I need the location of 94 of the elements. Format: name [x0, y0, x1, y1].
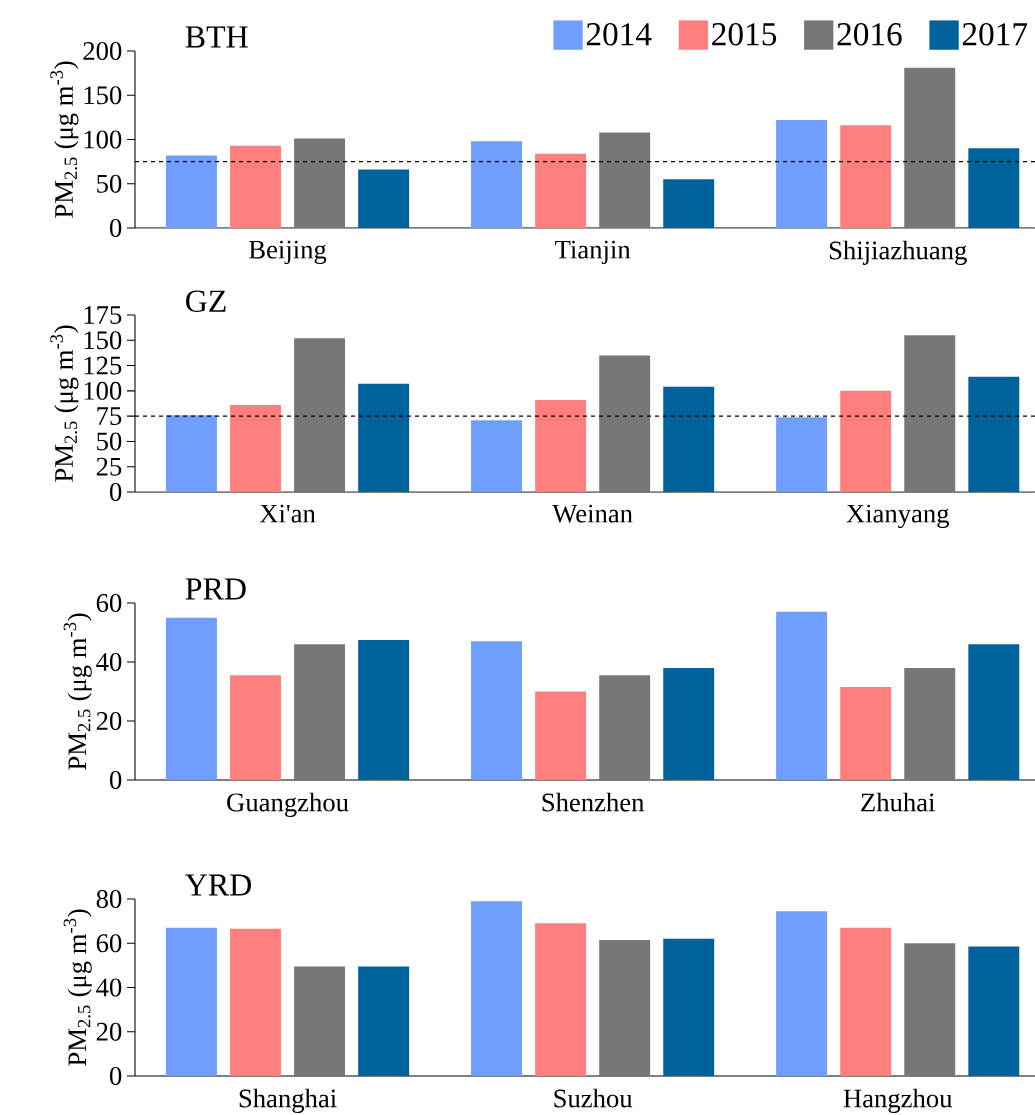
y-tick-label: 50 [97, 432, 122, 451]
bar [776, 417, 828, 492]
chart-title: BTH [185, 26, 248, 48]
bar [294, 644, 346, 780]
bar [663, 667, 715, 780]
bar [968, 644, 1020, 780]
bar [230, 675, 281, 780]
x-tick-label: Shijiazhuang [829, 240, 967, 265]
x-tick-label: Tianjin [555, 240, 631, 265]
bar [535, 923, 587, 1076]
y-tick-label: 175 [84, 306, 122, 324]
bar [968, 376, 1020, 492]
bar [535, 153, 587, 228]
bar [358, 383, 410, 492]
y-tick-label: 0 [109, 771, 122, 789]
y-tick-label: 0 [109, 483, 122, 501]
legend-label: 2016 [837, 23, 902, 46]
y-tick-label: 125 [84, 356, 122, 375]
y-tick-label: 100 [84, 381, 122, 400]
y-tick-label: 75 [97, 407, 122, 425]
legend-label: 2017 [962, 23, 1028, 46]
y-tick-label: 40 [96, 978, 122, 997]
x-tick-label: Hangzhou [843, 1088, 953, 1113]
bar [471, 901, 522, 1076]
chart-title: YRD [185, 874, 251, 896]
bar [904, 67, 956, 228]
bar [776, 120, 828, 228]
bar [230, 405, 281, 492]
bar [471, 641, 522, 780]
x-tick-label: Beijing [249, 240, 327, 265]
bar [904, 335, 956, 492]
bar [599, 132, 651, 228]
bar [165, 927, 217, 1076]
y-axis-title: PM$_{2.5}$ (μg m$^{-3}$) [50, 61, 79, 218]
y-tick-label: 0 [109, 1067, 122, 1085]
y-axis-title: PM$_{2.5}$ (μg m$^{-3}$) [50, 325, 79, 482]
chart-title: PRD [185, 578, 246, 600]
y-tick-label: 60 [96, 934, 122, 953]
y-tick-label: 25 [96, 457, 122, 476]
bar [358, 966, 410, 1076]
x-tick-label: Shenzhen [542, 792, 645, 812]
y-tick-label: 100 [84, 130, 122, 149]
bar [599, 675, 651, 780]
bar [663, 179, 715, 228]
bar [599, 939, 651, 1076]
bar [840, 125, 892, 228]
bar [663, 386, 715, 492]
y-tick-label: 0 [109, 219, 122, 237]
bar [294, 138, 346, 228]
x-tick-label: Guangzhou [227, 792, 349, 817]
y-tick-label: 60 [96, 594, 122, 612]
bar [165, 415, 217, 492]
y-axis-title: PM$_{2.5}$ (μg m$^{-3}$) [63, 909, 92, 1066]
bar [776, 911, 828, 1076]
bar [968, 148, 1020, 228]
bar [968, 946, 1020, 1076]
bar [776, 611, 828, 780]
bar [230, 145, 281, 228]
legend-label: 2014 [586, 23, 652, 46]
y-tick-label: 50 [97, 174, 122, 193]
bar [904, 943, 956, 1076]
bar [904, 667, 956, 780]
bar [663, 938, 715, 1076]
bar [294, 966, 346, 1076]
x-tick-label: Xianyang [846, 504, 950, 529]
y-tick-label: 150 [84, 86, 122, 105]
bar [840, 390, 892, 492]
bar [535, 399, 587, 492]
x-tick-label: Zhuhai [861, 792, 935, 812]
y-tick-label: 40 [96, 653, 122, 671]
bar [840, 687, 892, 780]
x-tick-label: Weinan [552, 504, 633, 523]
x-tick-label: Shanghai [239, 1088, 337, 1113]
x-tick-label: Suzhou [554, 1088, 633, 1108]
legend-label: 2015 [712, 23, 777, 46]
bar [294, 338, 346, 492]
y-tick-label: 20 [96, 1022, 122, 1041]
bar [230, 928, 281, 1076]
bar [599, 355, 651, 492]
bar [471, 141, 522, 228]
bar [165, 155, 217, 228]
x-tick-label: Xi'an [259, 504, 316, 523]
y-axis-title: PM$_{2.5}$ (μg m$^{-3}$) [63, 613, 92, 770]
y-tick-label: 200 [83, 42, 122, 60]
bar [840, 927, 892, 1076]
bar [165, 617, 217, 780]
bar [471, 420, 522, 492]
y-tick-label: 80 [96, 890, 122, 908]
bar [358, 639, 410, 780]
y-tick-label: 150 [84, 331, 122, 350]
bar [358, 169, 410, 228]
chart-title: GZ [186, 290, 226, 312]
y-tick-label: 20 [96, 712, 122, 730]
bar [535, 691, 587, 780]
